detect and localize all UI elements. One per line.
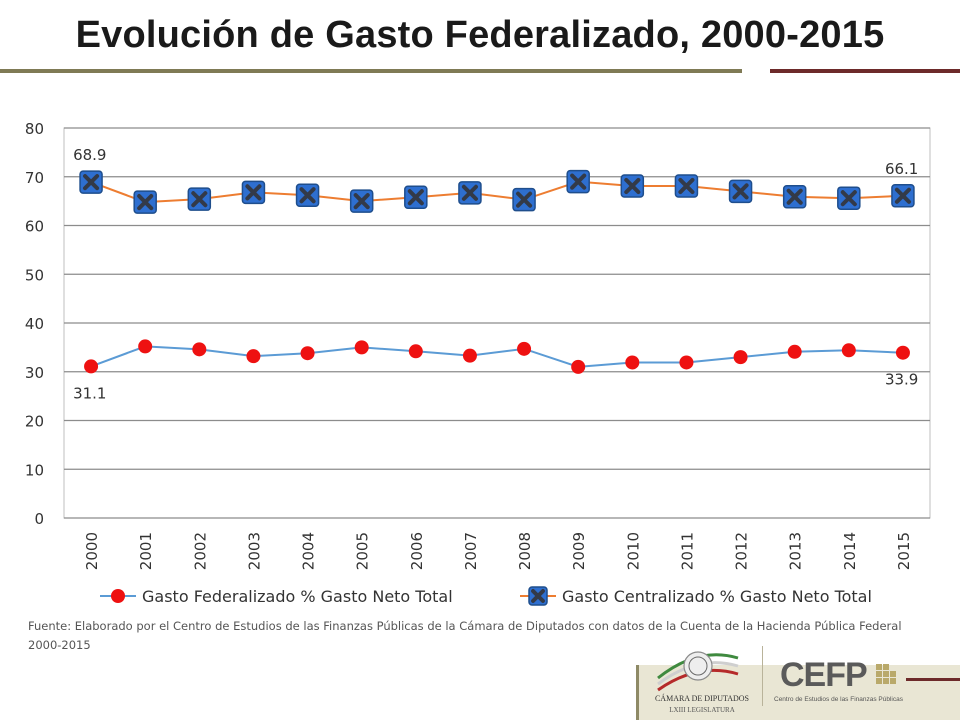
x-tick-label: 2008 xyxy=(516,532,534,570)
marker-centralizado xyxy=(79,170,103,194)
data-label-centralizado-2000: 68.9 xyxy=(73,146,106,164)
data-label-federalizado-2015: 33.9 xyxy=(885,371,918,389)
y-tick-label: 0 xyxy=(34,510,44,528)
marker-centralizado xyxy=(512,187,536,212)
marker-federalizado xyxy=(192,342,207,357)
x-tick-label: 2011 xyxy=(678,532,696,570)
x-tick-label: 2009 xyxy=(570,532,588,570)
marker-federalizado xyxy=(841,343,856,358)
camara-name: CÁMARA DE DIPUTADOS xyxy=(654,694,750,703)
x-tick-label: 2013 xyxy=(787,532,805,570)
x-tick-label: 2010 xyxy=(624,532,642,570)
marker-centralizado xyxy=(295,183,320,208)
cefp-grid-icon xyxy=(876,664,896,684)
marker-centralizado xyxy=(837,186,861,210)
line-chart: 0 10 20 30 40 50 60 70 80 2000 2001 2002 2003 2004 200… xyxy=(25,120,931,606)
marker-federalizado xyxy=(517,341,532,356)
marker-federalizado xyxy=(679,355,694,370)
cefp-subtitle: Centro de Estudios de las Finanzas Públi… xyxy=(774,696,903,703)
marker-federalizado xyxy=(246,349,261,364)
legend-marker-federalizado xyxy=(111,589,125,603)
marker-centralizado xyxy=(404,185,428,209)
page-title: Evolución de Gasto Federalizado, 2000-20… xyxy=(75,14,885,56)
marker-centralizado xyxy=(241,180,266,205)
marker-centralizado xyxy=(349,189,374,213)
logo-divider xyxy=(762,646,763,706)
x-tick-label: 2001 xyxy=(137,532,155,570)
marker-centralizado xyxy=(674,174,699,198)
legend-label-federalizado: Gasto Federalizado % Gasto Neto Total xyxy=(142,587,453,606)
data-label-federalizado-2000: 31.1 xyxy=(73,384,106,402)
x-tick-label: 2005 xyxy=(354,532,372,570)
x-tick-label: 2003 xyxy=(245,532,263,570)
y-tick-label: 50 xyxy=(25,266,44,284)
series-line-federalizado xyxy=(90,345,903,368)
footer-logos: CÁMARA DE DIPUTADOS LXIII LEGISLATURA CE… xyxy=(652,638,960,720)
y-tick-label: 70 xyxy=(25,169,44,187)
x-tick-label: 2002 xyxy=(191,532,209,570)
marker-federalizado xyxy=(462,348,477,363)
title-rule-left xyxy=(0,69,742,73)
source-note: Fuente: Elaborado por el Centro de Estud… xyxy=(28,619,902,652)
camara-legislatura: LXIII LEGISLATURA xyxy=(669,706,735,714)
data-label-centralizado-2015: 66.1 xyxy=(885,160,918,178)
marker-centralizado xyxy=(782,184,807,209)
marker-centralizado xyxy=(133,190,157,214)
marker-centralizado xyxy=(458,181,482,205)
x-tick-label: 2004 xyxy=(300,532,318,570)
footer-bar xyxy=(636,665,639,720)
marker-centralizado xyxy=(187,187,212,211)
series-line-centralizado xyxy=(90,180,903,204)
marker-federalizado xyxy=(733,350,748,365)
y-tick-label: 10 xyxy=(25,461,44,479)
marker-federalizado xyxy=(354,340,369,355)
marker-centralizado xyxy=(891,184,915,208)
y-tick-label: 30 xyxy=(25,364,44,382)
legend-label-centralizado: Gasto Centralizado % Gasto Neto Total xyxy=(562,587,872,606)
legend-marker-centralizado xyxy=(528,586,548,606)
marker-federalizado xyxy=(895,345,910,360)
x-tick-label: 2015 xyxy=(895,532,913,570)
marker-centralizado xyxy=(566,169,590,194)
cefp-logo-text: CEFP xyxy=(780,656,868,694)
marker-federalizado xyxy=(300,346,315,361)
marker-centralizado xyxy=(620,174,645,198)
y-tick-label: 20 xyxy=(25,413,44,431)
x-tick-label: 2006 xyxy=(408,532,426,570)
marker-federalizado xyxy=(571,359,586,374)
x-tick-label: 2012 xyxy=(733,532,751,570)
marker-federalizado xyxy=(138,339,153,354)
marker-federalizado xyxy=(625,355,640,370)
title-rule-right xyxy=(770,69,960,73)
marker-federalizado xyxy=(787,344,802,359)
y-tick-label: 60 xyxy=(25,218,44,236)
x-tick-label: 2014 xyxy=(841,532,859,570)
x-tick-label: 2007 xyxy=(462,532,480,570)
y-tick-label: 80 xyxy=(25,120,44,138)
footer-accent xyxy=(906,678,960,681)
marker-federalizado xyxy=(408,344,423,359)
y-tick-label: 40 xyxy=(25,315,44,333)
x-tick-label: 2000 xyxy=(83,532,101,570)
camara-emblem-icon xyxy=(657,651,739,692)
marker-centralizado xyxy=(728,179,753,204)
marker-federalizado xyxy=(84,359,99,374)
